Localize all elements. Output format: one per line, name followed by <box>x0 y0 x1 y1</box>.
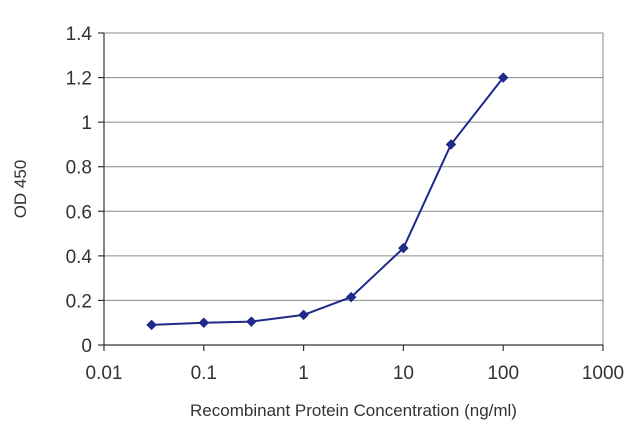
grid-lines <box>104 32 603 301</box>
y-tick-label: 0.2 <box>66 291 92 312</box>
x-tick-label: 1000 <box>582 363 624 384</box>
x-axis: 0.01 0.1 1 10 100 1000 <box>86 344 624 384</box>
data-point-marker <box>298 309 309 321</box>
data-point-marker <box>497 72 509 83</box>
data-point-marker <box>398 242 409 254</box>
y-tick-label: 0.8 <box>66 158 92 179</box>
data-point-marker <box>198 317 210 329</box>
data-point-marker <box>146 319 157 331</box>
series-line <box>151 76 504 326</box>
y-axis: 0 0.2 0.4 0.6 0.8 1 1.2 1.4 <box>66 24 105 357</box>
data-point-marker <box>445 139 457 150</box>
y-tick-label: 1 <box>81 113 92 134</box>
y-tick-label: 1.2 <box>66 69 92 90</box>
data-point-marker <box>246 316 257 327</box>
x-tick-label: 100 <box>487 363 519 384</box>
series-group <box>146 72 509 331</box>
x-tick-label: 10 <box>393 363 414 384</box>
data-point-marker <box>345 291 357 303</box>
x-tick-label: 0.1 <box>191 363 217 384</box>
x-tick-label: 0.01 <box>86 363 123 384</box>
y-tick-label: 1.4 <box>66 24 93 45</box>
y-tick-label: 0.4 <box>66 247 93 268</box>
y-axis-title: OD 450 <box>11 160 30 219</box>
x-tick-label: 1 <box>298 363 309 384</box>
y-tick-label: 0.6 <box>66 202 92 223</box>
x-axis-title: Recombinant Protein Concentration (ng/ml… <box>190 401 517 420</box>
y-tick-label: 0 <box>81 336 92 357</box>
